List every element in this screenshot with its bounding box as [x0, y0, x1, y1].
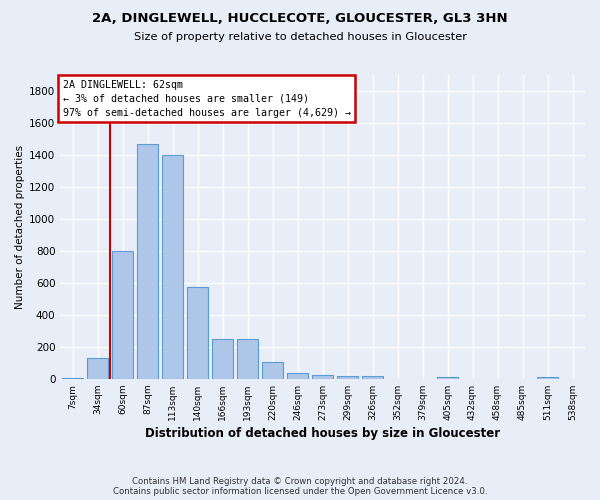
Bar [337, 376, 358, 379]
Text: 2A, DINGLEWELL, HUCCLECOTE, GLOUCESTER, GL3 3HN: 2A, DINGLEWELL, HUCCLECOTE, GLOUCESTER, … [92, 12, 508, 26]
Bar [437, 376, 458, 379]
Bar [162, 155, 184, 379]
Bar [262, 362, 283, 379]
Text: Contains public sector information licensed under the Open Government Licence v3: Contains public sector information licen… [113, 487, 487, 496]
Bar [112, 251, 133, 379]
Bar [287, 373, 308, 379]
Bar [137, 144, 158, 379]
Bar [87, 358, 109, 379]
Text: 2A DINGLEWELL: 62sqm
← 3% of detached houses are smaller (149)
97% of semi-detac: 2A DINGLEWELL: 62sqm ← 3% of detached ho… [63, 80, 351, 118]
Bar [62, 378, 83, 379]
Bar [237, 339, 258, 379]
Bar [187, 287, 208, 379]
Bar [212, 339, 233, 379]
Bar [537, 377, 558, 379]
Bar [362, 376, 383, 379]
Bar [312, 375, 333, 379]
X-axis label: Distribution of detached houses by size in Gloucester: Distribution of detached houses by size … [145, 427, 500, 440]
Y-axis label: Number of detached properties: Number of detached properties [15, 145, 25, 309]
Text: Contains HM Land Registry data © Crown copyright and database right 2024.: Contains HM Land Registry data © Crown c… [132, 477, 468, 486]
Text: Size of property relative to detached houses in Gloucester: Size of property relative to detached ho… [133, 32, 467, 42]
